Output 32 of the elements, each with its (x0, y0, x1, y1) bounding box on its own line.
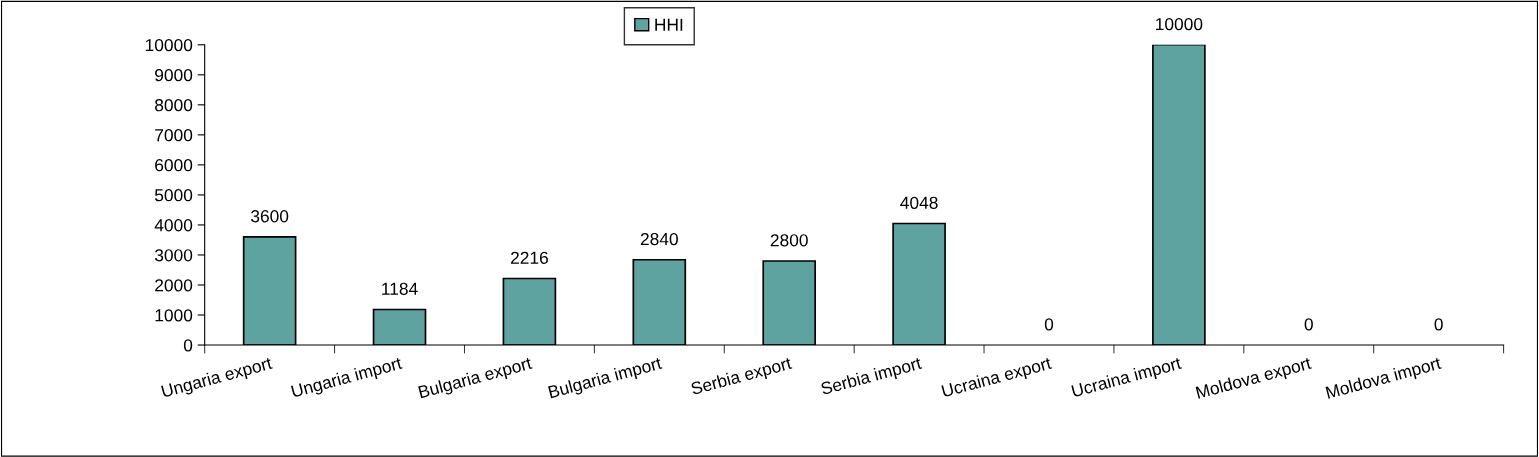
y-tick-label: 10000 (145, 38, 193, 52)
y-tick-label: 3000 (154, 249, 193, 262)
y-tick-label: 1000 (155, 309, 193, 322)
x-tick-label: Moldova import (1325, 356, 1443, 403)
data-label: 4048 (900, 196, 938, 209)
data-label: 10000 (1156, 17, 1203, 31)
x-tick-label: Serbia export (690, 356, 794, 399)
data-label: 2800 (770, 234, 808, 247)
data-label: 2216 (510, 251, 548, 264)
x-tick-label: Ungaria import (290, 356, 404, 401)
data-label: 3600 (250, 210, 289, 223)
y-tick-label: 6000 (155, 159, 193, 172)
x-tick-label: Moldova export (1195, 356, 1313, 403)
y-tick-label: 4000 (154, 219, 193, 232)
y-tick-label: 5000 (154, 189, 193, 202)
y-tick-label: 8000 (155, 99, 193, 112)
x-tick-label: Bulgaria import (547, 356, 664, 402)
x-tick-label: Ungaria export (160, 356, 274, 401)
data-label: 0 (1304, 318, 1313, 331)
x-tick-label: Serbia import (820, 356, 924, 399)
y-tick-label: 0 (183, 339, 193, 352)
data-label: 1184 (382, 282, 418, 295)
y-tick-label: 9000 (155, 68, 193, 82)
data-label: 0 (1044, 318, 1054, 331)
legend-label: HHI (655, 18, 683, 31)
x-tick-label: Bulgaria export (418, 356, 534, 402)
data-label: 2840 (640, 232, 678, 246)
x-tick-label: Ucraina export (941, 356, 1054, 401)
x-tick-label: Ucraina import (1071, 356, 1183, 401)
y-tick-label: 7000 (155, 129, 193, 142)
y-tick-label: 2000 (155, 279, 193, 292)
data-label: 0 (1434, 318, 1443, 331)
